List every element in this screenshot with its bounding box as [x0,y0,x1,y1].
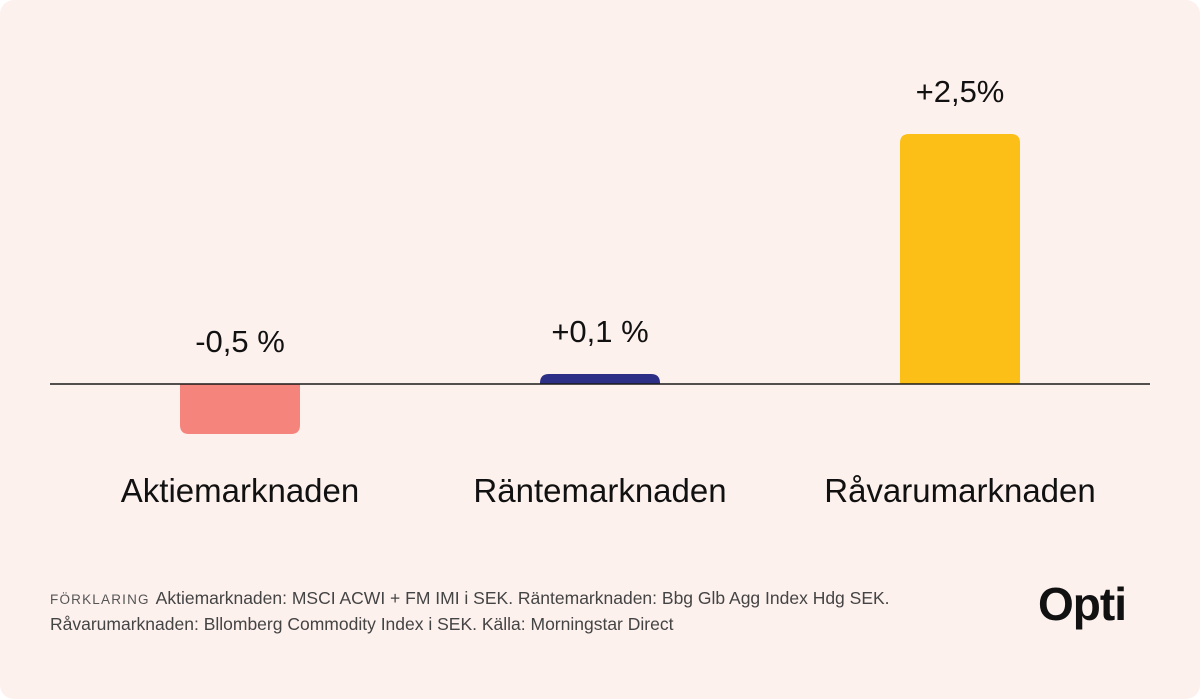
footnote-lead: Förklaring [50,592,150,607]
value-label: +2,5% [916,74,1005,109]
bar-aktiemarknaden [180,384,300,434]
footnote-text: Aktiemarknaden: MSCI ACWI + FM IMI i SEK… [50,588,890,634]
opti-logo: Opti [1038,578,1127,630]
bar-råvarumarknaden [900,134,1020,384]
category-label: Räntemarknaden [473,472,726,509]
bar-chart: -0,5 % Aktiemarknaden +0,1 % Räntemarknaden… [50,74,1150,509]
category-label: Råvarumarknaden [824,472,1095,509]
footnote: Förklaring Aktiemarknaden: MSCI ACWI + F… [50,586,980,636]
category-label: Aktiemarknaden [121,472,359,509]
bar-räntemarknaden [540,374,660,384]
value-label: +0,1 % [551,314,648,349]
value-label: -0,5 % [195,324,285,359]
